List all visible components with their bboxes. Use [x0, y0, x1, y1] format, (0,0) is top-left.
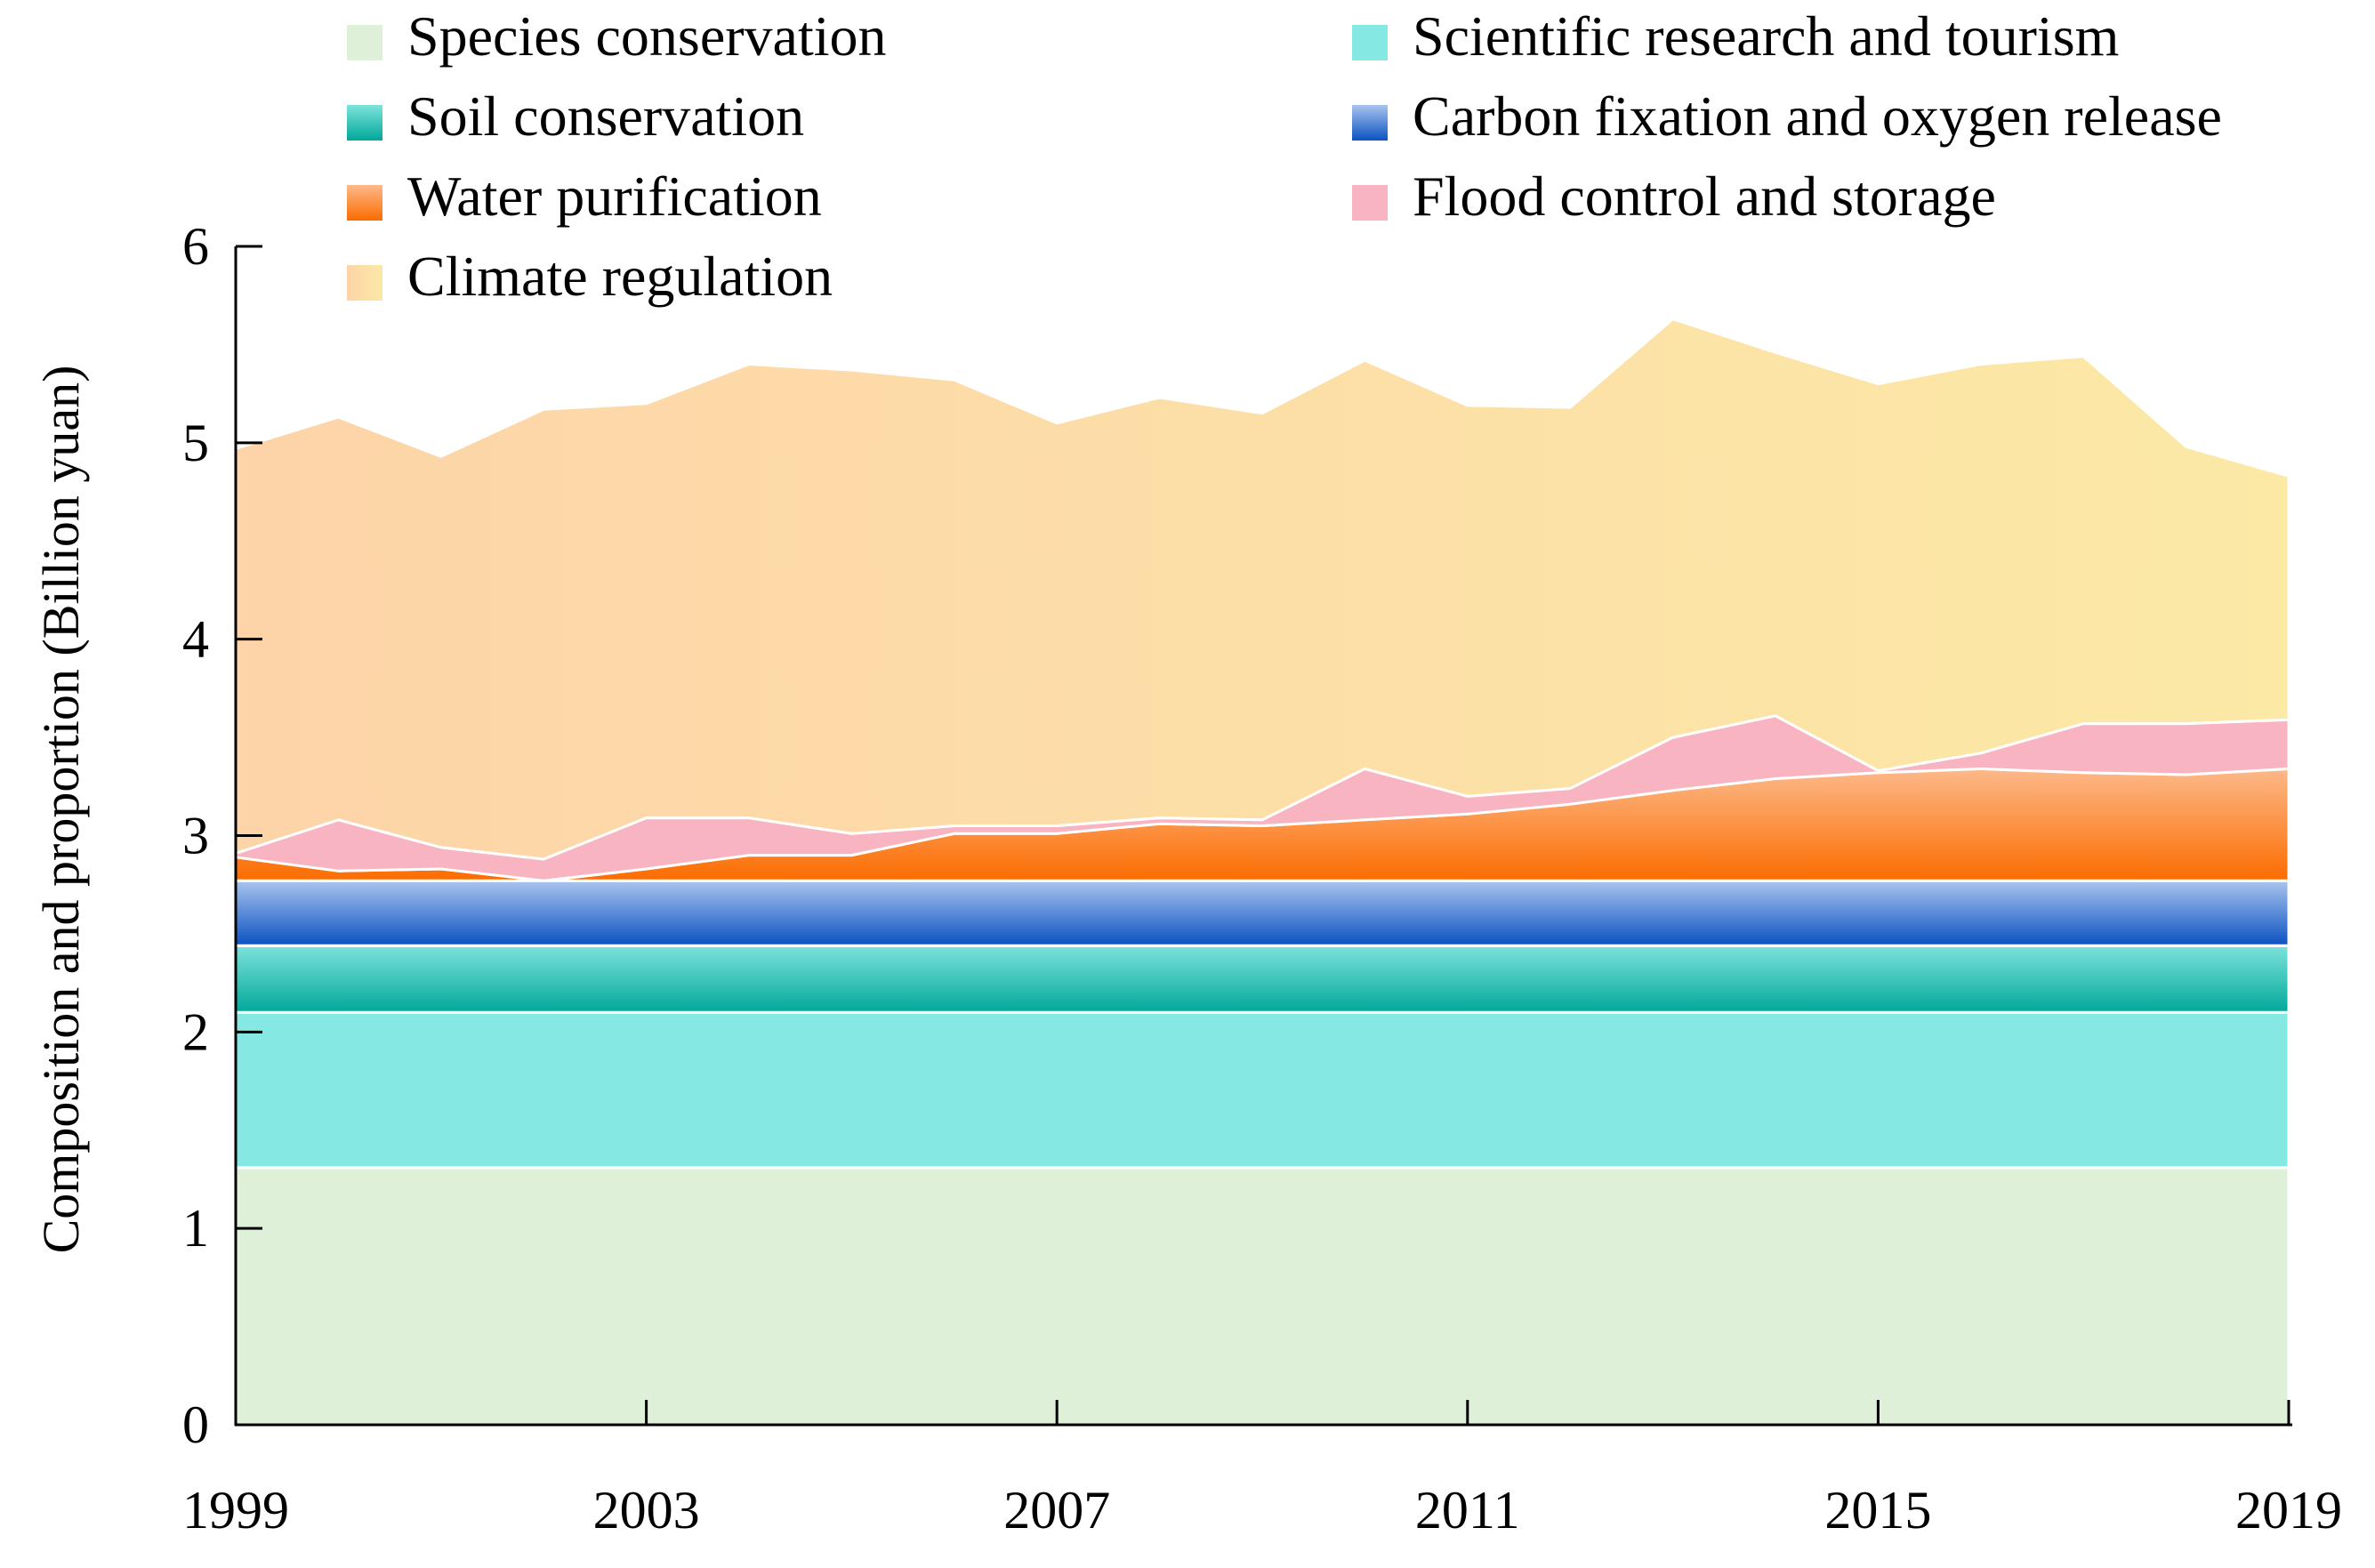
legend-label: Soil conservation [407, 84, 804, 148]
y-tick-label: 6 [182, 217, 209, 276]
legend-item-scientific-research-and-tourism: Scientific research and tourism [1352, 4, 2119, 68]
x-tick-label: 2003 [593, 1481, 700, 1540]
legend-label: Climate regulation [407, 245, 833, 308]
y-tick-label: 5 [182, 414, 209, 472]
y-tick-label: 4 [182, 610, 209, 669]
legend-swatch [347, 105, 382, 141]
x-tick-label: 2019 [2235, 1481, 2342, 1540]
area-climate-regulation [234, 318, 2290, 861]
area-soil-conservation [234, 944, 2290, 1014]
legend-swatch [1352, 185, 1388, 221]
legend-label: Scientific research and tourism [1413, 4, 2119, 68]
legend-item-climate-regulation: Climate regulation [347, 245, 833, 308]
legend-swatch [347, 25, 382, 60]
legend-swatch [347, 265, 382, 301]
legend-item-soil-conservation: Soil conservation [347, 84, 804, 148]
legend-swatch [1352, 25, 1388, 60]
legend-item-water-purification: Water purification [347, 165, 822, 228]
legend: Species conservation Soil conservation Wat… [347, 4, 2222, 308]
legend-item-flood-control-and-storage: Flood control and storage [1352, 165, 1996, 228]
area-series-group [234, 318, 2290, 1427]
axes-group: 0 1 2 3 4 5 6 1999 2003 2007 2011 2015 2019 [182, 217, 2342, 1540]
y-tick-label: 2 [182, 1002, 209, 1061]
y-axis-title: Composition and proportion (Billion yuan… [32, 366, 90, 1254]
legend-swatch [347, 185, 382, 221]
legend-label: Flood control and storage [1413, 165, 1996, 228]
y-tick-label: 0 [182, 1395, 209, 1454]
area-species-conservation [234, 1166, 2290, 1427]
area-scientific-research-and-tourism [234, 1010, 2290, 1170]
x-tick-label: 2007 [1003, 1481, 1110, 1540]
area-carbon-fixation-and-oxygen-release [234, 879, 2290, 947]
legend-item-carbon-fixation-and-oxygen-release: Carbon fixation and oxygen release [1352, 84, 2222, 148]
legend-label: Carbon fixation and oxygen release [1413, 84, 2222, 148]
x-tick-label: 2011 [1415, 1481, 1520, 1540]
legend-label: Water purification [407, 165, 822, 228]
legend-swatch [1352, 105, 1388, 141]
y-tick-label: 1 [182, 1199, 209, 1258]
y-tick-label: 3 [182, 807, 209, 865]
legend-item-species-conservation: Species conservation [347, 4, 887, 68]
legend-label: Species conservation [407, 4, 887, 68]
x-tick-label: 1999 [182, 1481, 289, 1540]
x-tick-label: 2015 [1824, 1481, 1931, 1540]
